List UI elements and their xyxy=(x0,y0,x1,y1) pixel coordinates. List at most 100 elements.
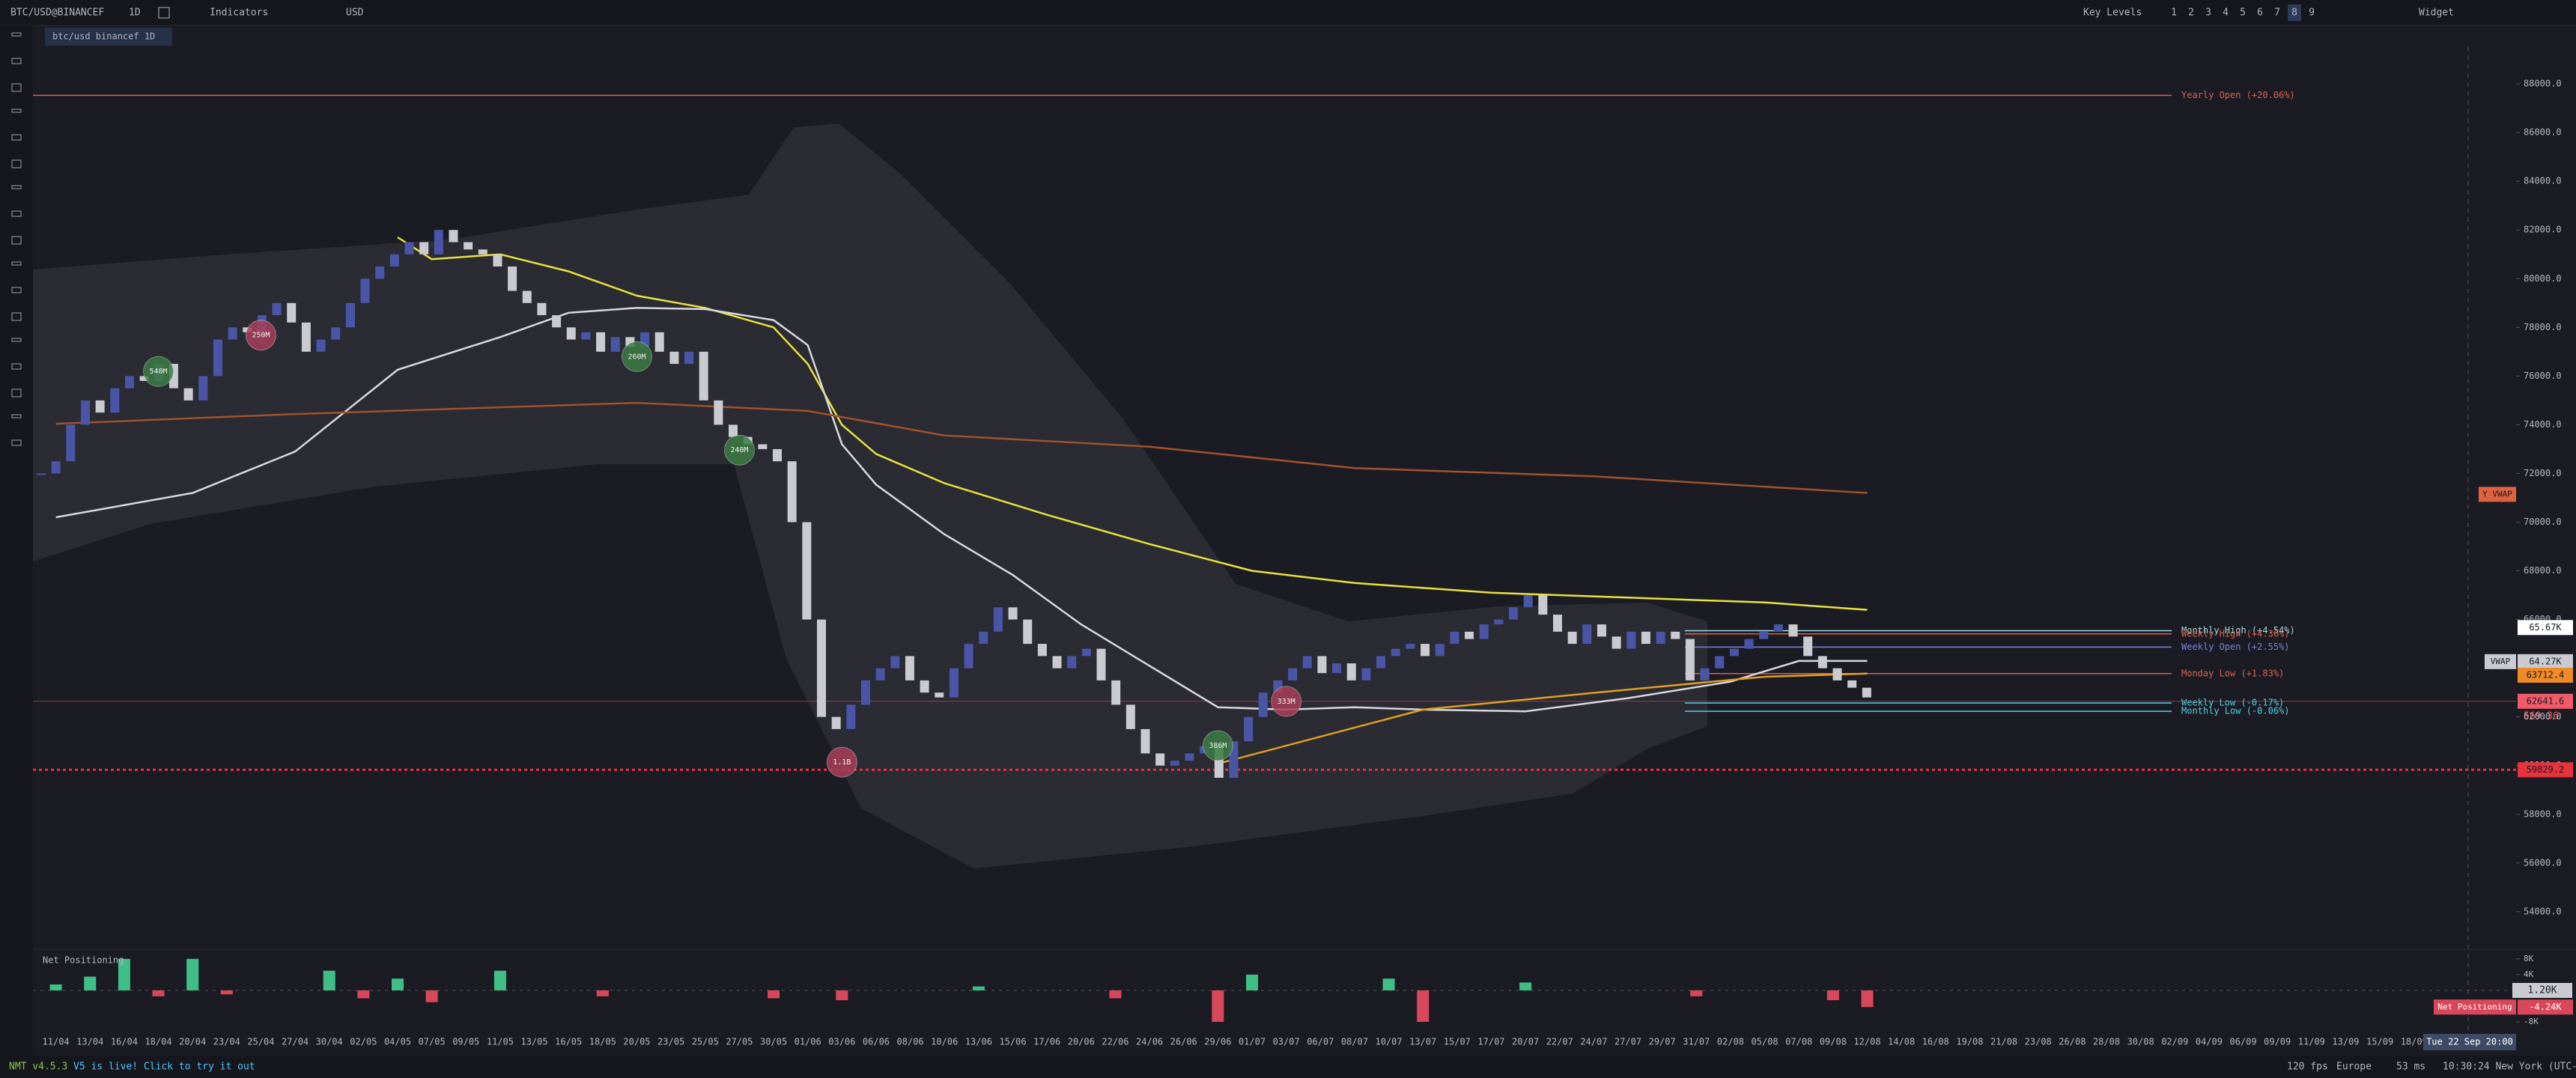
tool-icon[interactable] xyxy=(11,338,22,342)
candle xyxy=(920,680,929,693)
candle xyxy=(787,461,797,523)
net-bar xyxy=(768,990,780,999)
layout-button[interactable]: 7 xyxy=(2274,7,2280,19)
candle xyxy=(1406,644,1415,649)
key-levels[interactable]: Key Levels xyxy=(2083,7,2142,19)
candle xyxy=(1037,644,1047,657)
candle xyxy=(331,327,341,340)
flow-bubble xyxy=(245,320,276,351)
status-bar xyxy=(0,1056,2576,1078)
widget[interactable]: Widget xyxy=(2419,7,2454,19)
net-bar xyxy=(1212,990,1224,1023)
bubble-label: 260M xyxy=(628,353,645,361)
tool-icon[interactable] xyxy=(11,159,22,168)
candle xyxy=(1346,663,1356,680)
tool-icon[interactable] xyxy=(11,414,22,418)
candle xyxy=(1244,716,1254,742)
x-tick-label: 17/06 xyxy=(1033,1037,1060,1047)
x-tick-label: 07/08 xyxy=(1785,1037,1812,1047)
tool-icon[interactable] xyxy=(11,210,22,217)
net-bar xyxy=(425,990,438,1002)
indicators[interactable]: Indicators xyxy=(210,7,268,19)
tool-icon[interactable] xyxy=(11,363,22,370)
chart-type-icon[interactable] xyxy=(158,7,170,19)
interval[interactable]: 1D xyxy=(129,7,141,19)
candle xyxy=(1140,728,1150,754)
region[interactable]: Europe xyxy=(2336,1062,2372,1073)
tool-icon[interactable] xyxy=(11,83,22,92)
tool-icon[interactable] xyxy=(11,109,22,113)
candle xyxy=(434,230,443,255)
x-tick-label: 30/08 xyxy=(2127,1037,2154,1047)
tool-icon[interactable] xyxy=(11,389,22,398)
candle xyxy=(272,302,282,316)
tool-icon[interactable] xyxy=(11,32,22,37)
candle xyxy=(935,692,944,698)
candle xyxy=(1494,619,1504,625)
y-tick-label: 68000.0 xyxy=(2524,565,2562,576)
tool-icon[interactable] xyxy=(11,58,22,64)
candle xyxy=(37,473,46,475)
level-label: Monthly Low (-0.06%) xyxy=(2181,706,2290,716)
version: NMT v4.5.3 xyxy=(9,1062,67,1073)
y-tick-label: 56000.0 xyxy=(2524,857,2562,868)
candle xyxy=(1258,692,1268,717)
candle xyxy=(566,327,576,340)
tab-title[interactable]: btc/usd binancef 1D xyxy=(52,31,155,42)
tool-icon[interactable] xyxy=(11,261,22,266)
tool-icon[interactable] xyxy=(11,312,22,321)
x-tick-label: 24/06 xyxy=(1136,1037,1163,1047)
flow-bubble xyxy=(1271,686,1302,717)
layout-button[interactable]: 8 xyxy=(2291,7,2297,19)
tool-icon[interactable] xyxy=(11,287,22,293)
candle xyxy=(1817,656,1827,669)
x-tick-label: 13/07 xyxy=(1409,1037,1436,1047)
moving-average xyxy=(397,236,1868,611)
layout-button[interactable]: 4 xyxy=(2223,7,2229,19)
candle xyxy=(758,444,768,449)
bubble-label: 333M xyxy=(1278,698,1295,706)
layout-button[interactable]: 1 xyxy=(2171,7,2177,19)
candle xyxy=(1862,687,1871,698)
candle xyxy=(345,302,355,328)
net-tag-name: Net Positioning xyxy=(2437,1002,2512,1011)
layout-button[interactable]: 2 xyxy=(2188,7,2194,19)
candle xyxy=(287,302,297,323)
candle xyxy=(1155,753,1165,766)
candle xyxy=(1597,624,1606,637)
layout-button[interactable]: 5 xyxy=(2240,7,2246,19)
currency[interactable]: USD xyxy=(346,7,364,19)
candle xyxy=(993,607,1003,632)
layout-button[interactable]: 6 xyxy=(2257,7,2263,19)
symbol[interactable]: BTC/USD@BINANCEF xyxy=(10,7,104,19)
layout-button[interactable]: 9 xyxy=(2309,7,2315,19)
x-tick-label: 26/06 xyxy=(1170,1037,1197,1047)
candle xyxy=(1567,631,1577,645)
price-tag-label: 65.67K xyxy=(2529,622,2562,633)
x-tick-label: 10/06 xyxy=(931,1037,958,1047)
fps: 120 fps xyxy=(2287,1062,2328,1073)
candle xyxy=(1317,656,1327,674)
notice[interactable]: V5 is live! Click to try it out xyxy=(73,1062,255,1073)
net-bar xyxy=(1519,982,1532,990)
x-tick-label: 16/08 xyxy=(1922,1037,1949,1047)
candle xyxy=(1332,663,1342,674)
tab[interactable] xyxy=(45,28,172,46)
x-tick-label: 15/06 xyxy=(999,1037,1026,1047)
candle xyxy=(596,332,606,352)
tool-icon[interactable] xyxy=(11,236,22,245)
moving-average xyxy=(55,401,1868,494)
candle xyxy=(1641,631,1650,645)
tag-name-box xyxy=(2479,487,2516,502)
bubble-label: 386M xyxy=(1209,742,1227,750)
candle xyxy=(1523,595,1533,608)
layout-button[interactable]: 3 xyxy=(2205,7,2211,19)
tool-icon[interactable] xyxy=(11,439,22,446)
net-bar xyxy=(1690,990,1703,996)
tool-icon[interactable] xyxy=(11,134,22,141)
candle xyxy=(1302,656,1312,669)
tool-icon[interactable] xyxy=(11,185,22,189)
x-tick-label: 27/07 xyxy=(1614,1037,1641,1047)
